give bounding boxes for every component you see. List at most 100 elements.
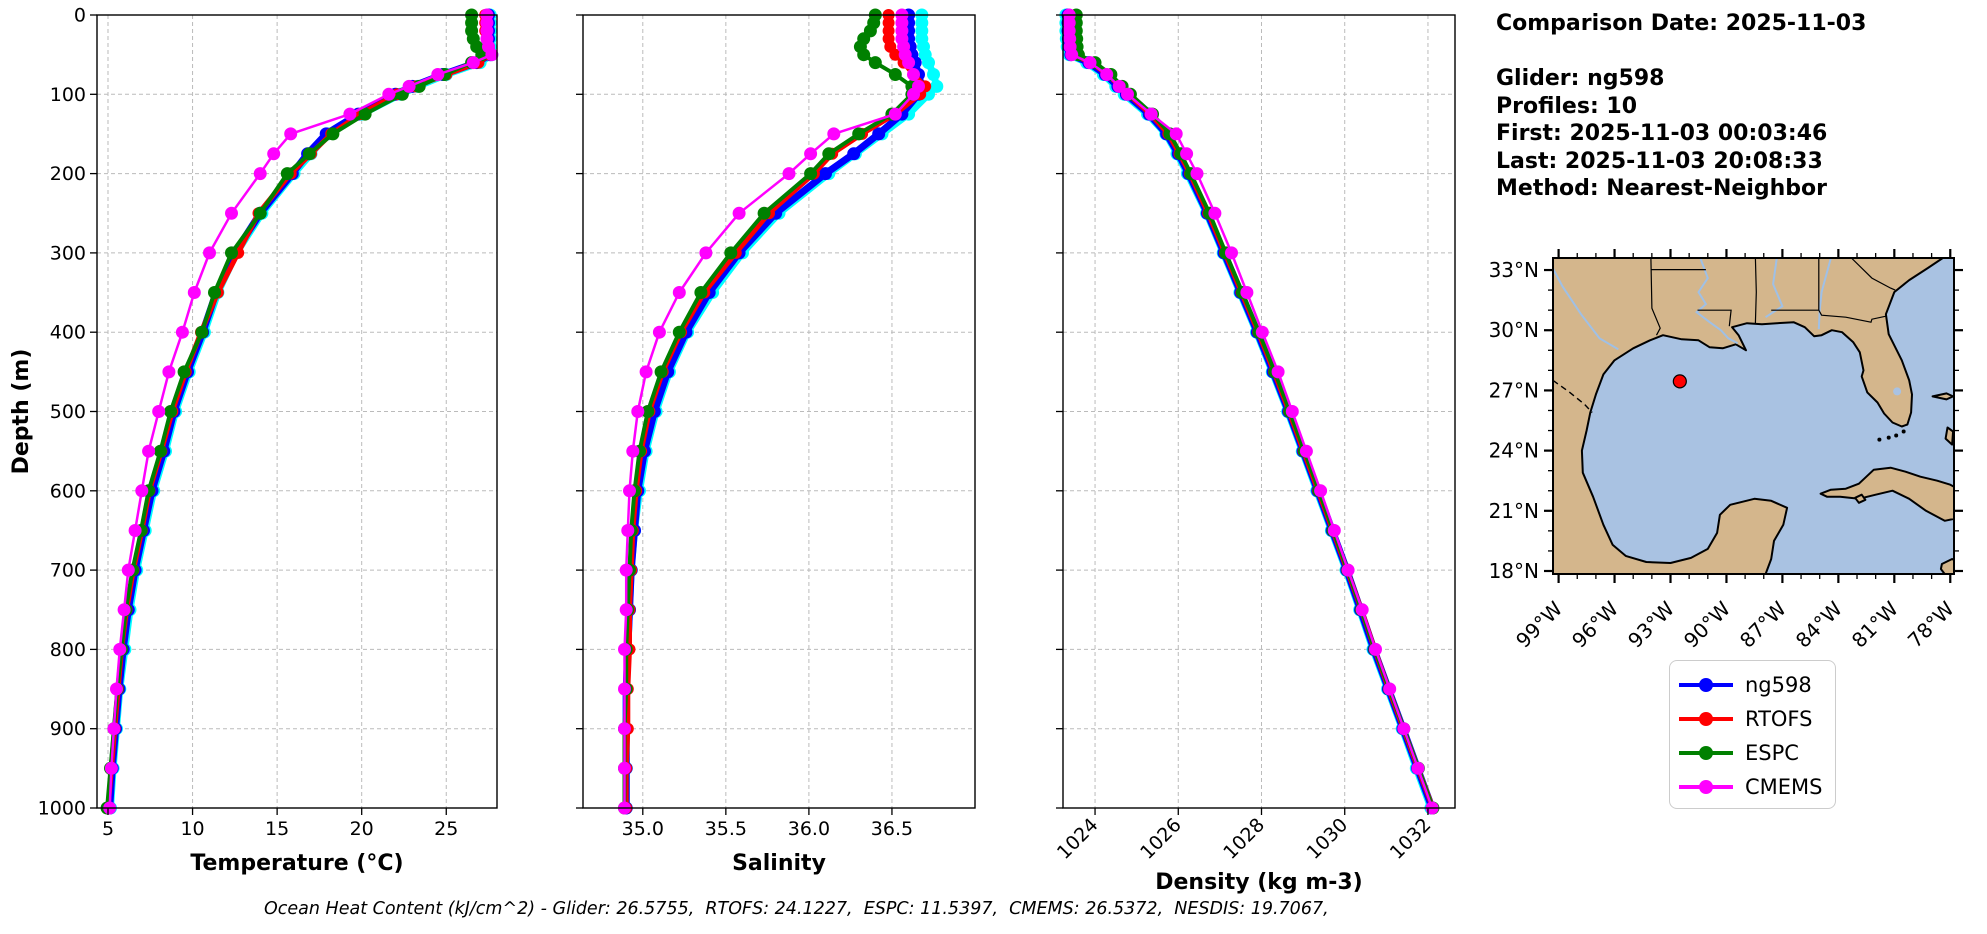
axis-tick-labels: 5 10 15 20 25 0 100 200 300 400 500 600 700 800 900 100… — [38, 5, 459, 841]
map-island — [1944, 426, 1954, 446]
svg-text:1030: 1030 — [1303, 814, 1353, 864]
svg-text:0: 0 — [74, 5, 86, 27]
axis-ticks — [576, 14, 893, 815]
svg-text:35.5: 35.5 — [705, 818, 747, 840]
glider-location-marker — [1672, 374, 1687, 389]
map-river — [1765, 258, 1784, 319]
svg-text:24°N: 24°N — [1489, 439, 1539, 463]
map-island — [1939, 558, 1954, 574]
profile-plot-density: 1024 1026 1028 1030 1032 Density (kg m-3) — [1053, 8, 1456, 895]
svg-text:27°N: 27°N — [1489, 378, 1539, 402]
y-axis-label: Depth (m) — [9, 349, 34, 475]
svg-text:1028: 1028 — [1219, 814, 1269, 864]
gridlines — [1063, 14, 1455, 809]
map-lake — [1893, 387, 1902, 396]
legend-dot-icon — [1699, 780, 1713, 794]
svg-text:100: 100 — [50, 84, 86, 106]
map-border — [1754, 258, 1757, 324]
legend-label: CMEMS — [1745, 775, 1823, 799]
map-border — [1650, 258, 1661, 336]
svg-text:35.0: 35.0 — [622, 818, 664, 840]
profiles-count-text: Profiles: 10 — [1496, 93, 1638, 119]
map-river — [1553, 266, 1619, 351]
map-frame — [1552, 257, 1955, 575]
profile-plot-temperature: 5 10 15 20 25 0 100 200 300 400 500 600 700 800 900 100… — [9, 5, 499, 876]
map-border-dashed — [1553, 379, 1593, 413]
svg-text:400: 400 — [50, 322, 86, 344]
ocean-heat-content-caption: Ocean Heat Content (kJ/cm^2) - Glider: 2… — [264, 899, 1329, 919]
svg-text:93°W: 93°W — [1623, 596, 1679, 652]
svg-text:20: 20 — [350, 818, 374, 840]
x-axis-label: Salinity — [732, 851, 826, 876]
axis-ticks — [90, 14, 447, 815]
glider-name-text: Glider: ng598 — [1496, 66, 1665, 91]
svg-text:36.0: 36.0 — [788, 818, 830, 840]
legend: ng598 RTOFS ESPC CMEMS — [1669, 660, 1836, 809]
svg-text:1032: 1032 — [1386, 814, 1436, 864]
legend-dot-icon — [1699, 746, 1713, 760]
svg-text:36.5: 36.5 — [871, 818, 913, 840]
svg-text:99°W: 99°W — [1511, 596, 1567, 652]
svg-text:18°N: 18°N — [1489, 559, 1539, 583]
legend-row-cmems: CMEMS — [1670, 770, 1835, 804]
map-border — [1697, 309, 1732, 327]
comparison-date-text: Comparison Date: 2025-11-03 — [1496, 11, 1867, 36]
svg-text:1026: 1026 — [1136, 814, 1186, 864]
svg-text:900: 900 — [50, 718, 86, 740]
axis-tick-labels: 1024 1026 1028 1030 1032 — [1053, 814, 1436, 864]
svg-text:700: 700 — [50, 560, 86, 582]
first-profile-time-text: First: 2025-11-03 00:03:46 — [1496, 121, 1828, 146]
series-CMEMS — [618, 8, 925, 815]
axis-tick-labels: 35.0 35.5 36.0 36.5 — [622, 818, 913, 840]
legend-row-rtofs: RTOFS — [1670, 702, 1835, 736]
legend-label: RTOFS — [1745, 707, 1813, 731]
series-CMEMS — [103, 8, 499, 815]
series-ng598 — [1061, 8, 1439, 815]
svg-text:800: 800 — [50, 639, 86, 661]
info-panel: Comparison Date: 2025-11-03 Glider: ng59… — [1496, 10, 1866, 203]
svg-text:81°W: 81°W — [1847, 596, 1903, 652]
svg-text:90°W: 90°W — [1679, 596, 1735, 652]
legend-label: ESPC — [1745, 741, 1799, 765]
x-axis-label: Temperature (°C) — [190, 851, 403, 876]
svg-text:300: 300 — [50, 242, 86, 264]
legend-label: ng598 — [1745, 673, 1812, 697]
map-river — [1817, 258, 1832, 330]
legend-row-espc: ESPC — [1670, 736, 1835, 770]
legend-line-sample-icon — [1679, 678, 1733, 692]
svg-text:78°W: 78°W — [1903, 596, 1959, 652]
map-island — [1854, 493, 1867, 504]
legend-dot-icon — [1699, 712, 1713, 726]
svg-text:10: 10 — [180, 818, 204, 840]
map-border — [1850, 258, 1896, 291]
legend-line-sample-icon — [1679, 712, 1733, 726]
legend-line-sample-icon — [1679, 780, 1733, 794]
svg-text:500: 500 — [50, 401, 86, 423]
svg-text:84°W: 84°W — [1791, 596, 1847, 652]
svg-text:25: 25 — [434, 818, 458, 840]
svg-text:87°W: 87°W — [1735, 596, 1791, 652]
x-axis-label: Density (kg m-3) — [1155, 870, 1363, 895]
map-river — [1695, 258, 1739, 345]
svg-text:96°W: 96°W — [1567, 596, 1623, 652]
svg-text:200: 200 — [50, 163, 86, 185]
svg-text:33°N: 33°N — [1489, 258, 1539, 282]
legend-line-sample-icon — [1679, 746, 1733, 760]
method-text: Method: Nearest-Neighbor — [1496, 176, 1827, 201]
svg-text:15: 15 — [265, 818, 289, 840]
svg-text:1024: 1024 — [1053, 814, 1103, 864]
map-ticks — [1544, 249, 1963, 583]
svg-text:30°N: 30°N — [1489, 318, 1539, 342]
legend-dot-icon — [1699, 678, 1713, 692]
svg-text:1000: 1000 — [38, 798, 86, 820]
info-spacer — [1496, 38, 1866, 66]
svg-text:5: 5 — [102, 818, 114, 840]
legend-row-ng598: ng598 — [1670, 668, 1835, 702]
axis-ticks — [1056, 14, 1429, 815]
last-profile-time-text: Last: 2025-11-03 20:08:33 — [1496, 148, 1823, 174]
profile-plot-salinity: 35.0 35.5 36.0 36.5 Salinity — [576, 8, 976, 876]
location-map: 33°N 30°N 27°N 24°N 21°N 18°N 99°W 96°W 93°W 90°W… — [1489, 249, 1963, 653]
svg-text:600: 600 — [50, 480, 86, 502]
